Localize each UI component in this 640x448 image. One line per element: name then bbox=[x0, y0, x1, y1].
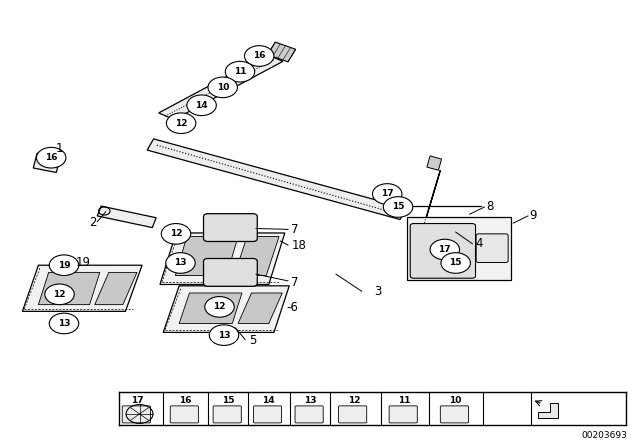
Polygon shape bbox=[422, 220, 467, 243]
Text: 11: 11 bbox=[398, 396, 411, 405]
Polygon shape bbox=[538, 403, 558, 418]
FancyBboxPatch shape bbox=[295, 406, 323, 423]
Polygon shape bbox=[97, 206, 156, 228]
Text: 10: 10 bbox=[216, 83, 229, 92]
Text: 14: 14 bbox=[195, 101, 208, 110]
Text: 15: 15 bbox=[392, 202, 404, 211]
Polygon shape bbox=[427, 156, 442, 170]
Text: 16: 16 bbox=[45, 153, 58, 162]
Text: 7: 7 bbox=[291, 223, 298, 236]
Circle shape bbox=[166, 113, 196, 134]
Circle shape bbox=[161, 224, 191, 244]
Polygon shape bbox=[163, 286, 289, 332]
FancyBboxPatch shape bbox=[339, 406, 367, 423]
Polygon shape bbox=[22, 265, 142, 311]
Polygon shape bbox=[160, 233, 285, 284]
FancyBboxPatch shape bbox=[410, 224, 476, 278]
Text: 10: 10 bbox=[449, 396, 462, 405]
Polygon shape bbox=[268, 42, 296, 62]
Text: 7: 7 bbox=[291, 276, 298, 289]
Text: 5: 5 bbox=[249, 334, 257, 347]
Polygon shape bbox=[238, 293, 282, 323]
Circle shape bbox=[430, 239, 460, 260]
Text: 17: 17 bbox=[381, 190, 394, 198]
Text: 16: 16 bbox=[253, 52, 266, 60]
Polygon shape bbox=[234, 237, 279, 276]
Circle shape bbox=[45, 284, 74, 305]
Text: 17: 17 bbox=[438, 245, 451, 254]
Circle shape bbox=[166, 253, 195, 273]
FancyBboxPatch shape bbox=[204, 214, 257, 241]
Bar bbox=[407, 217, 511, 280]
Polygon shape bbox=[175, 237, 238, 276]
Text: 13: 13 bbox=[58, 319, 70, 328]
Text: 19: 19 bbox=[58, 261, 70, 270]
Polygon shape bbox=[159, 55, 283, 120]
FancyBboxPatch shape bbox=[204, 258, 257, 286]
Text: 14: 14 bbox=[262, 396, 275, 405]
FancyBboxPatch shape bbox=[440, 406, 468, 423]
Text: 11: 11 bbox=[234, 67, 246, 76]
FancyBboxPatch shape bbox=[389, 406, 417, 423]
Circle shape bbox=[49, 255, 79, 276]
Text: 8: 8 bbox=[486, 200, 493, 214]
Text: 9: 9 bbox=[529, 209, 537, 223]
Polygon shape bbox=[38, 272, 100, 305]
FancyBboxPatch shape bbox=[253, 406, 282, 423]
Circle shape bbox=[244, 46, 274, 66]
Text: 12: 12 bbox=[53, 290, 66, 299]
Polygon shape bbox=[422, 170, 440, 231]
Text: 19: 19 bbox=[76, 255, 91, 269]
Text: -6: -6 bbox=[287, 301, 298, 314]
Circle shape bbox=[208, 77, 237, 98]
Text: 13: 13 bbox=[218, 331, 230, 340]
Polygon shape bbox=[95, 272, 137, 305]
Text: 16: 16 bbox=[179, 396, 192, 405]
Text: 12: 12 bbox=[175, 119, 188, 128]
FancyBboxPatch shape bbox=[213, 406, 241, 423]
Circle shape bbox=[209, 325, 239, 345]
Text: 3: 3 bbox=[374, 284, 381, 298]
Text: 12: 12 bbox=[348, 396, 360, 405]
Text: 00203693: 00203693 bbox=[581, 431, 627, 440]
Polygon shape bbox=[33, 153, 60, 172]
Text: 1: 1 bbox=[56, 142, 63, 155]
Text: 2: 2 bbox=[89, 215, 97, 229]
Circle shape bbox=[205, 297, 234, 317]
FancyBboxPatch shape bbox=[170, 406, 198, 423]
Text: 17: 17 bbox=[131, 396, 144, 405]
Text: 15: 15 bbox=[222, 396, 235, 405]
Polygon shape bbox=[179, 293, 242, 323]
Text: 13: 13 bbox=[304, 396, 317, 405]
Circle shape bbox=[225, 61, 255, 82]
Polygon shape bbox=[147, 139, 406, 220]
Text: 4: 4 bbox=[475, 237, 483, 250]
Circle shape bbox=[383, 197, 413, 217]
Circle shape bbox=[49, 313, 79, 334]
Text: 13: 13 bbox=[174, 258, 187, 267]
Circle shape bbox=[441, 253, 470, 273]
Text: 12: 12 bbox=[170, 229, 182, 238]
Circle shape bbox=[372, 184, 402, 204]
Circle shape bbox=[187, 95, 216, 116]
Circle shape bbox=[36, 147, 66, 168]
FancyBboxPatch shape bbox=[476, 234, 508, 263]
FancyBboxPatch shape bbox=[122, 406, 150, 423]
Text: 12: 12 bbox=[213, 302, 226, 311]
Text: 18: 18 bbox=[291, 238, 307, 252]
Text: 15: 15 bbox=[449, 258, 462, 267]
